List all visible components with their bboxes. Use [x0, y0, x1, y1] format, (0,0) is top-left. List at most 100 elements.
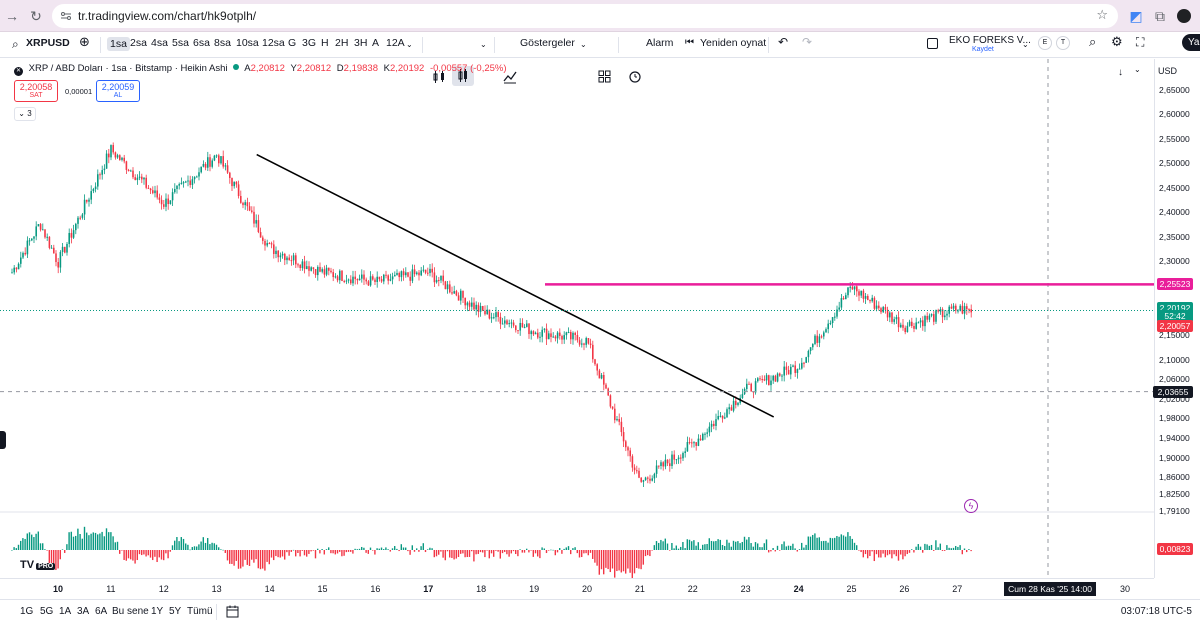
replay-button[interactable]: Yeniden oynat [700, 37, 767, 49]
toolbar-divider [494, 37, 495, 53]
candle-body [460, 290, 462, 301]
candle-body [851, 286, 854, 290]
oscillator-bar [715, 540, 717, 550]
tf-1sa[interactable]: 1sa [107, 37, 130, 51]
candle-body [814, 335, 816, 345]
layout-dropdown-icon[interactable]: ⌄ [1022, 40, 1029, 49]
tf-3h[interactable]: 3H [354, 37, 368, 49]
reload-icon[interactable]: ↻ [30, 8, 42, 24]
heikin-ashi-icon[interactable] [452, 66, 474, 86]
candle-body [440, 275, 442, 281]
redo-icon[interactable]: ↷ [802, 35, 813, 49]
range-1a[interactable]: 1A [59, 606, 72, 617]
bar-style-icon[interactable] [432, 70, 446, 84]
alarm-clock-icon[interactable] [628, 69, 642, 83]
sell-button[interactable]: 2,20058 SAT [14, 80, 58, 102]
range-1y[interactable]: 1Y [151, 606, 164, 617]
symbol-name[interactable]: XRPUSD [26, 37, 70, 49]
layout-name[interactable]: EKO FOREKS V... [949, 35, 1031, 46]
candle-body [495, 312, 497, 318]
tf-10sa[interactable]: 10sa [236, 37, 259, 49]
tf-a[interactable]: A [372, 37, 380, 49]
profile-avatar[interactable] [1174, 6, 1194, 26]
settings-gear-icon[interactable]: ⚙ [1111, 34, 1123, 49]
oscillator-bar [651, 550, 653, 551]
currency-label[interactable]: USD [1158, 66, 1178, 76]
translate-icon[interactable]: ◩ [1129, 8, 1143, 24]
side-panel-toggle[interactable] [0, 431, 6, 449]
tradingview-logo[interactable]: TV PRO [20, 559, 56, 571]
tf-3g[interactable]: 3G [302, 37, 317, 49]
candle-body [378, 276, 381, 280]
forward-icon[interactable]: → [5, 8, 19, 24]
oscillator-bar [620, 550, 622, 573]
legend-title[interactable]: XRP / ABD Doları · 1sa · Bitstamp · Heik… [28, 63, 228, 74]
tf-4sa[interactable]: 4sa [151, 37, 168, 49]
indicators-button[interactable]: Göstergeler [520, 37, 575, 49]
tf-12a[interactable]: 12A [386, 37, 405, 49]
tf-dropdown-icon[interactable]: ⌄ [406, 40, 413, 49]
site-info-icon[interactable] [60, 10, 72, 22]
legend-low: 2,19838 [343, 63, 378, 74]
candle-body [629, 450, 631, 457]
oscillator-bar [856, 545, 858, 550]
candle-body [534, 332, 537, 335]
layout-icon[interactable] [927, 38, 938, 49]
candle-body [110, 145, 112, 158]
range-6a[interactable]: 6A [95, 606, 108, 617]
symbol-search-icon[interactable]: ⌕ [12, 37, 19, 51]
compare-add-icon[interactable]: ⊕ [79, 34, 90, 49]
indicators-dropdown-icon[interactable]: ⌄ [580, 40, 587, 49]
range-5y[interactable]: 5Y [169, 606, 182, 617]
oscillator-bar [633, 550, 636, 574]
tf-h[interactable]: H [321, 37, 329, 49]
publish-button[interactable]: Ya [1182, 34, 1200, 51]
oscillator-bar [367, 550, 369, 554]
buy-button[interactable]: 2,20059 AL [96, 80, 140, 102]
range-1g[interactable]: 1G [20, 606, 34, 617]
tf-g[interactable]: G [288, 37, 297, 49]
tf-5sa[interactable]: 5sa [172, 37, 189, 49]
lightning-icon[interactable]: ϟ [964, 499, 978, 513]
letter-e-button[interactable]: E [1038, 36, 1052, 50]
chart-canvas[interactable] [0, 59, 1154, 578]
candle-body [196, 176, 198, 178]
range-3a[interactable]: 3A [77, 606, 90, 617]
chart-type-dropdown-icon[interactable]: ⌄ [480, 40, 487, 49]
indicators-icon[interactable] [503, 70, 517, 84]
pro-badge: PRO [36, 563, 56, 570]
range-5g[interactable]: 5G [40, 606, 54, 617]
tf-2h[interactable]: 2H [335, 37, 349, 49]
templates-icon[interactable] [598, 70, 611, 83]
tf-8sa[interactable]: 8sa [214, 37, 231, 49]
chart-pane[interactable]: ✕ XRP / ABD Doları · 1sa · Bitstamp · He… [0, 59, 1200, 578]
tf-6sa[interactable]: 6sa [193, 37, 210, 49]
letter-t-button[interactable]: T [1056, 36, 1070, 50]
candle-body [622, 432, 625, 442]
layout-save-status[interactable]: Kaydet [972, 46, 994, 53]
range-bu-sene[interactable]: Bu sene [112, 606, 149, 617]
scale-dropdown-icon[interactable]: ⌄ [1134, 65, 1141, 74]
bookmark-star-icon[interactable]: ☆ [1096, 7, 1108, 22]
clock[interactable]: 03:07:18 UTC-5 [1120, 606, 1192, 617]
address-bar[interactable]: tr.tradingview.com/chart/hk9otplh/ ☆ [52, 4, 1118, 28]
fullscreen-icon[interactable]: ⛶ [1136, 35, 1145, 49]
candle-body [499, 316, 502, 324]
quick-search-icon[interactable]: ⌕ [1089, 34, 1097, 49]
candle-body [664, 459, 667, 467]
range-all[interactable]: Tümü [187, 606, 213, 617]
scale-down-icon[interactable]: ↓ [1118, 67, 1123, 78]
replay-icon[interactable]: ⏮ [685, 37, 694, 48]
candle-body [594, 359, 596, 365]
tf-2sa[interactable]: 2sa [130, 37, 147, 49]
oscillator-bar [290, 550, 292, 552]
tf-12sa[interactable]: 12sa [262, 37, 285, 49]
undo-icon[interactable]: ↶ [778, 35, 789, 49]
candle-body [882, 307, 884, 313]
extensions-icon[interactable]: ⧉ [1155, 8, 1165, 24]
time-axis[interactable]: Cum 28 Kas '25 14:00 10 11 12 13 14 15 16 17 18 1… [0, 578, 1154, 598]
collapse-indicators-button[interactable]: ⌄ 3 [14, 107, 36, 121]
candle-body [39, 224, 42, 230]
alarm-button[interactable]: Alarm [646, 37, 674, 49]
date-range-calendar-icon[interactable] [226, 605, 239, 618]
